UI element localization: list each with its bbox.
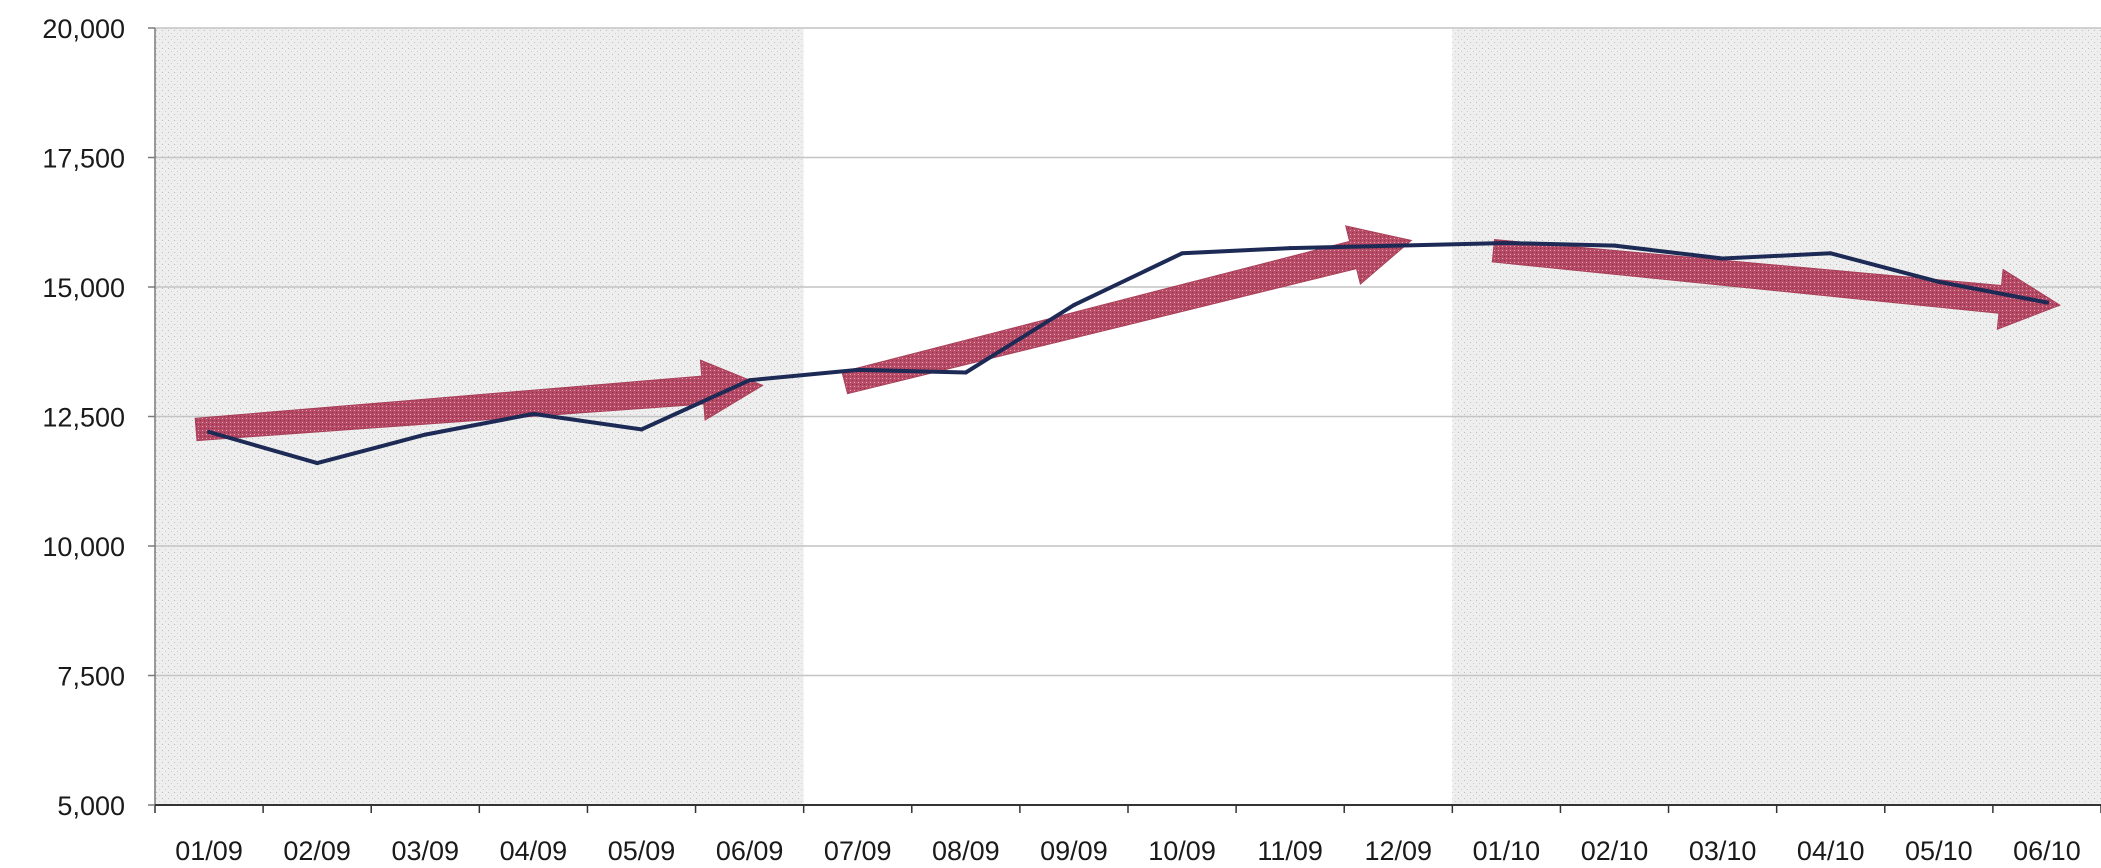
series-layer — [207, 240, 2049, 466]
y-tick-labels: 5,000 7,500 10,000 12,500 15,000 17,500 20,000 — [42, 14, 125, 821]
data-point-05/09 — [639, 427, 644, 432]
data-point-05/10 — [1936, 279, 1941, 284]
x-tick-label: 10/09 — [1148, 836, 1216, 866]
data-point-04/09 — [531, 411, 536, 416]
trend-arrow-1 — [194, 359, 764, 442]
data-point-02/10 — [1612, 243, 1617, 248]
trend-arrow-3 — [1491, 239, 2062, 331]
y-tick-label: 10,000 — [42, 532, 125, 562]
data-point-04/10 — [1828, 251, 1833, 256]
data-point-03/09 — [423, 432, 428, 437]
data-point-01/09 — [207, 430, 212, 435]
x-tick-label: 08/09 — [932, 836, 1000, 866]
x-tick-label: 04/10 — [1797, 836, 1865, 866]
x-tick-label: 05/10 — [1905, 836, 1973, 866]
x-tick-label: 12/09 — [1364, 836, 1432, 866]
x-tick-label: 04/09 — [500, 836, 568, 866]
y-tick-label: 12,500 — [42, 403, 125, 433]
x-tick-label: 01/10 — [1473, 836, 1541, 866]
arrow-layer — [194, 225, 2062, 442]
x-tick-label: 06/09 — [716, 836, 784, 866]
x-tick-label: 01/09 — [175, 836, 243, 866]
x-tick-label: 09/09 — [1040, 836, 1108, 866]
data-point-02/09 — [315, 461, 320, 466]
x-tick-label: 03/09 — [391, 836, 459, 866]
data-point-08/09 — [963, 370, 968, 375]
y-tick-label: 17,500 — [42, 144, 125, 174]
series-line-1 — [207, 241, 2049, 466]
x-tick-labels: 01/09 02/09 03/09 04/09 05/09 06/09 07/09 08/09… — [175, 836, 2080, 866]
trend-arrow-2 — [841, 225, 1413, 395]
x-tick-label: 06/10 — [2013, 836, 2081, 866]
x-tick-label: 11/09 — [1257, 836, 1323, 866]
data-point-06/10 — [2044, 300, 2049, 305]
x-tick-label: 02/10 — [1581, 836, 1649, 866]
data-point-07/09 — [855, 367, 860, 372]
x-tick-label: 03/10 — [1689, 836, 1757, 866]
x-tick-label: 05/09 — [608, 836, 676, 866]
data-point-01/10 — [1504, 240, 1509, 245]
data-point-11/09 — [1288, 246, 1293, 251]
y-tick-label: 15,000 — [42, 273, 125, 303]
x-tick-label: 02/09 — [283, 836, 351, 866]
data-point-03/10 — [1720, 256, 1725, 261]
data-point-12/09 — [1396, 243, 1401, 248]
x-tick-label: 07/09 — [824, 836, 892, 866]
data-point-10/09 — [1180, 251, 1185, 256]
axis-layer — [148, 27, 2101, 813]
data-point-06/09 — [747, 378, 752, 383]
data-point-09/09 — [1071, 303, 1076, 308]
y-tick-label: 7,500 — [57, 662, 125, 692]
y-tick-label: 20,000 — [42, 14, 125, 44]
y-tick-label: 5,000 — [57, 791, 125, 821]
